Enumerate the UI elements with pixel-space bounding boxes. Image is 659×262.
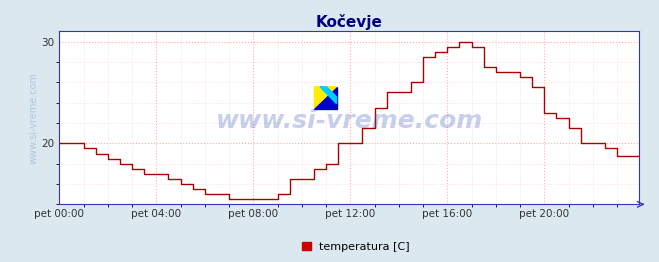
Y-axis label: www.si-vreme.com: www.si-vreme.com [28,72,38,164]
Polygon shape [314,87,337,109]
Text: www.si-vreme.com: www.si-vreme.com [215,109,483,133]
Polygon shape [320,87,337,104]
Polygon shape [314,87,337,109]
Legend: temperatura [C]: temperatura [C] [297,237,415,256]
Title: Kočevje: Kočevje [316,14,383,30]
